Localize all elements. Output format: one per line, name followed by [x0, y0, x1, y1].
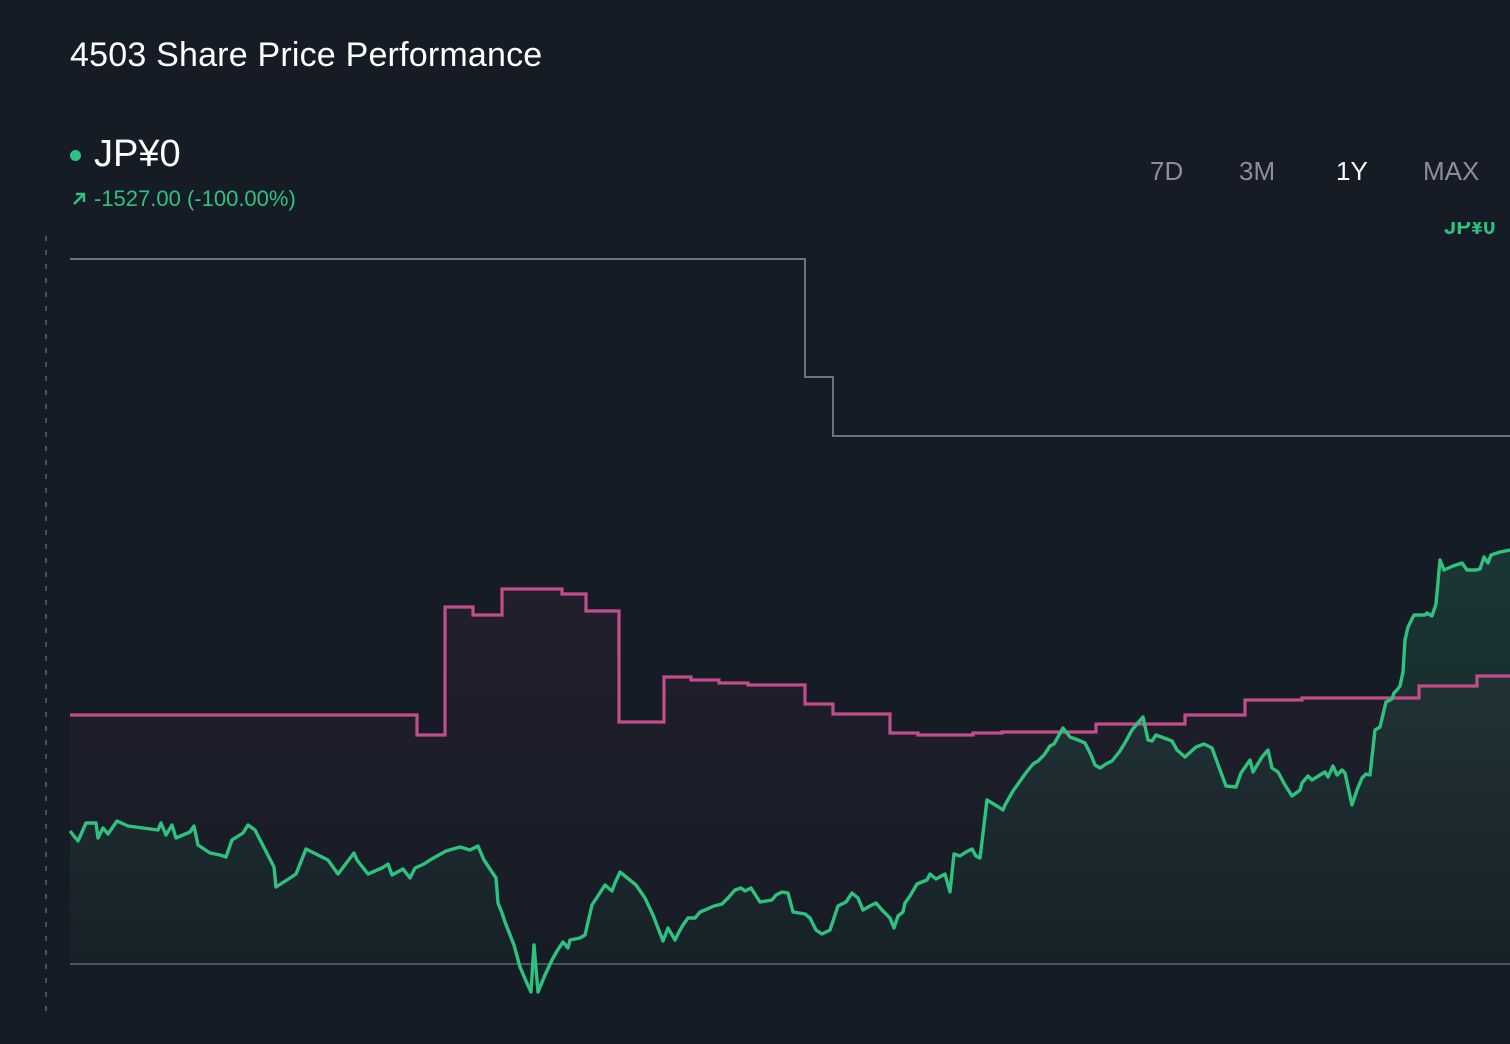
time-range-selector: 7D 3M 1Y MAX — [1120, 156, 1510, 192]
current-price: JP¥0 — [94, 133, 181, 175]
price-change-value: -1527.00 (-100.00%) — [94, 186, 296, 211]
range-1y-button[interactable]: 1Y — [1336, 156, 1368, 186]
legend-dot-icon — [70, 149, 81, 161]
price-line — [68, 548, 1510, 994]
industry-line — [70, 258, 1510, 437]
price-area — [70, 550, 1510, 992]
range-max-button[interactable]: MAX — [1423, 156, 1480, 186]
range-3m-button[interactable]: 3M — [1239, 156, 1276, 186]
range-7d-button[interactable]: 7D — [1150, 156, 1184, 186]
current-value-label: JP¥0 — [1444, 222, 1496, 239]
market-line — [70, 587, 1510, 737]
price-change: -1527.00 (-100.00%) — [70, 186, 296, 212]
price-summary: JP¥0 — [70, 132, 181, 176]
chart-title: 4503 Share Price Performance — [70, 36, 543, 74]
arrow-up-right-icon — [73, 192, 86, 205]
